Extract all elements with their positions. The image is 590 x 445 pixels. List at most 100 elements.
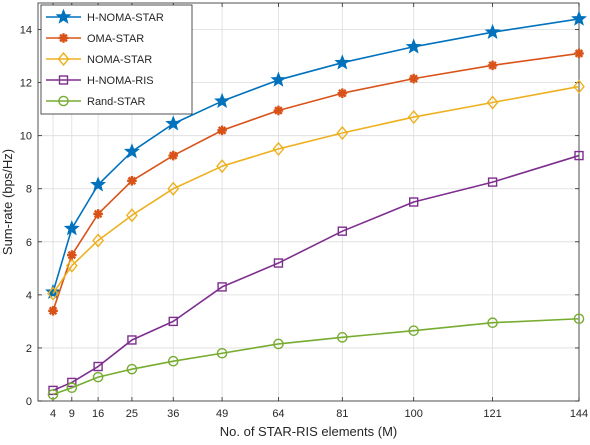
legend-item: OMA-STAR — [46, 33, 144, 45]
data-point — [167, 355, 179, 367]
data-point — [337, 226, 348, 236]
data-point — [214, 92, 231, 108]
legend-label: H-NOMA-STAR — [87, 12, 164, 24]
x-tick-label: 16 — [92, 408, 104, 420]
data-point — [167, 181, 180, 196]
data-point — [165, 115, 182, 131]
data-point — [127, 175, 137, 186]
data-point — [48, 305, 58, 316]
data-point — [217, 282, 227, 292]
series-h-noma-ris — [48, 150, 584, 396]
series-oma-star — [48, 48, 584, 316]
legend-marker — [55, 8, 72, 24]
data-point — [47, 389, 59, 400]
data-point — [168, 150, 179, 161]
legend-item: H-NOMA-STAR — [46, 8, 164, 24]
data-point — [92, 233, 105, 248]
data-point — [407, 109, 420, 125]
legend-marker — [57, 51, 70, 67]
data-point — [573, 313, 585, 325]
x-tick-label: 144 — [570, 408, 588, 420]
data-point — [405, 38, 422, 54]
data-point — [408, 73, 419, 84]
legend-marker — [58, 33, 69, 43]
legend: H-NOMA-STAR OMA-STAR NOMA-STAR H-NOMA-RIS Ra… — [40, 4, 193, 115]
x-tick-label: 4 — [50, 408, 56, 420]
x-axis-label: No. of STAR-RIS elements (M) — [220, 424, 397, 439]
legend-marker — [58, 95, 69, 107]
data-point — [123, 143, 140, 159]
data-point — [487, 177, 498, 187]
data-point — [573, 79, 585, 94]
series-rand-star — [47, 313, 585, 400]
legend-item: H-NOMA-RIS — [46, 75, 154, 87]
data-point — [216, 347, 228, 359]
data-point — [574, 150, 584, 161]
data-point — [484, 23, 501, 39]
data-point — [45, 283, 62, 300]
data-point — [408, 197, 419, 207]
y-tick-label: 4 — [26, 290, 32, 302]
data-point — [273, 338, 284, 350]
data-point — [168, 316, 178, 327]
data-point — [270, 71, 287, 87]
data-point — [337, 88, 348, 99]
data-point — [127, 335, 137, 345]
x-tick-label: 64 — [272, 408, 284, 420]
series-line — [52, 154, 580, 392]
data-point — [487, 317, 498, 329]
legend-item: Rand-STAR — [46, 95, 146, 108]
data-point — [63, 220, 80, 236]
x-tick-label: 9 — [69, 408, 75, 420]
legend-label: OMA-STAR — [87, 33, 144, 45]
data-point — [273, 105, 284, 116]
data-point — [334, 54, 351, 70]
data-point — [571, 10, 587, 26]
series-h-noma-star — [45, 10, 587, 300]
data-point — [65, 258, 78, 273]
legend-item: NOMA-STAR — [46, 51, 152, 67]
y-tick-label: 10 — [20, 131, 32, 143]
data-point — [93, 361, 103, 372]
plot-frame — [37, 2, 580, 402]
data-point — [574, 48, 584, 59]
x-tick-label: 81 — [336, 408, 348, 420]
data-point — [47, 286, 59, 301]
data-point — [217, 125, 227, 136]
data-point — [216, 159, 229, 174]
y-tick-label: 6 — [26, 237, 32, 249]
y-tick-label: 14 — [20, 25, 32, 37]
y-tick-label: 12 — [20, 78, 32, 90]
data-point — [126, 363, 138, 375]
series-line — [52, 317, 580, 396]
y-tick-label: 8 — [26, 184, 32, 196]
legend-label: H-NOMA-RIS — [87, 75, 154, 87]
y-tick-label: 2 — [26, 343, 32, 355]
data-point — [336, 125, 349, 141]
data-point — [126, 208, 138, 223]
x-tick-label: 49 — [216, 408, 228, 420]
legend-label: Rand-STAR — [87, 96, 146, 108]
data-point — [272, 141, 285, 157]
data-point — [48, 385, 58, 396]
data-point — [92, 371, 104, 383]
x-tick-label: 36 — [167, 408, 179, 420]
data-point — [66, 382, 78, 394]
series-layer — [45, 10, 587, 400]
x-tick-label: 100 — [405, 408, 423, 420]
data-point — [408, 325, 419, 336]
y-tick-label: 0 — [26, 396, 32, 408]
data-point — [486, 95, 499, 110]
x-tick-label: 121 — [483, 408, 501, 420]
legend-label: NOMA-STAR — [87, 54, 152, 66]
data-point — [487, 60, 498, 71]
data-point — [90, 176, 107, 192]
series-line — [52, 85, 580, 294]
y-axis-label: Sum-rate (bps/Hz) — [0, 149, 15, 255]
data-point — [67, 377, 77, 388]
x-tick-label: 25 — [126, 408, 138, 420]
series-noma-star — [47, 79, 585, 301]
